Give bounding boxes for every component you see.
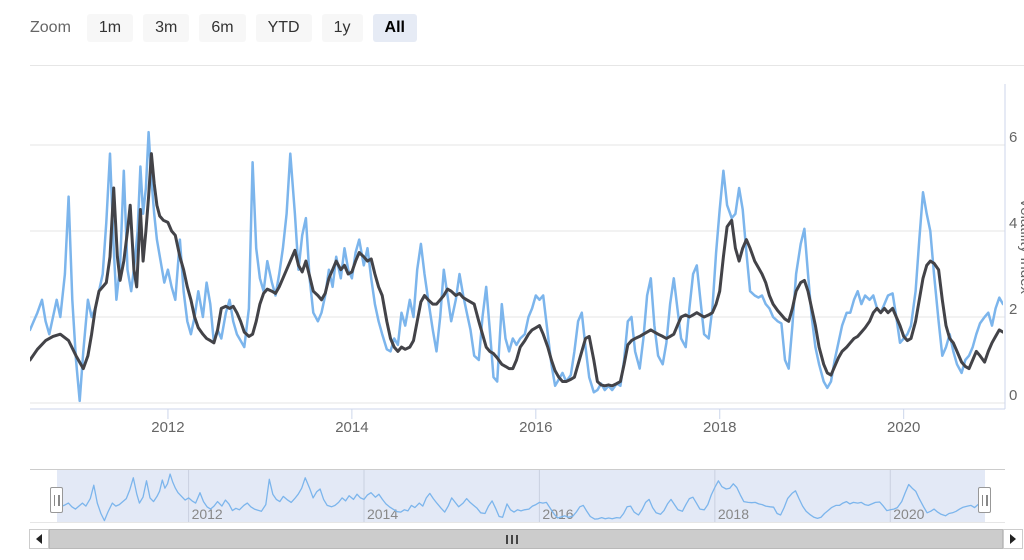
handle-grip-line [53,494,55,506]
range-selector: Zoom 1m 3m 6m YTD 1y All [30,14,427,42]
handle-grip-line [986,494,988,506]
x-axis-label: 2020 [887,419,920,436]
range-button-1y[interactable]: 1y [321,14,363,42]
scrollbar [0,529,1024,549]
x-axis-label: 2012 [151,419,184,436]
scrollbar-grip-icon [506,535,518,544]
range-button-1m[interactable]: 1m [86,14,134,42]
toolbar-divider [30,65,1024,66]
x-axis-label: 2018 [703,419,736,436]
navigator-axis-label: 2020 [893,506,924,522]
series-line-blue[interactable] [30,130,1003,403]
navigator-axis-label: 2016 [542,506,573,522]
series-line-dark[interactable] [30,152,1003,388]
navigator-axis-label: 2018 [718,506,749,522]
navigator-handle-right[interactable] [978,487,991,513]
scrollbar-left-button[interactable] [29,529,49,549]
y-axis-label: 4 [1009,215,1017,232]
zoom-label: Zoom [30,19,71,36]
handle-grip-line [981,494,983,506]
y-axis-label: 6 [1009,129,1017,146]
navigator-axis-label: 2014 [367,506,398,522]
navigator-axis-label: 2012 [192,506,223,522]
arrow-right-icon [1010,534,1016,544]
range-button-all[interactable]: All [372,14,417,42]
scrollbar-thumb[interactable] [49,529,1003,549]
navigator-series-line [56,473,986,522]
x-axis-label: 2016 [519,419,552,436]
y-axis-label: 0 [1009,387,1017,404]
navigator-selected-range[interactable] [57,470,985,522]
range-button-ytd[interactable]: YTD [255,14,312,42]
navigator-handle-left[interactable] [50,487,63,513]
range-button-3m[interactable]: 3m [143,14,190,42]
y-axis-title: Volatility Index [1017,198,1024,294]
x-axis-label: 2014 [335,419,368,436]
y-axis-label: 2 [1009,301,1017,318]
arrow-left-icon [36,534,42,544]
range-button-6m[interactable]: 6m [199,14,246,42]
scrollbar-right-button[interactable] [1003,529,1023,549]
handle-grip-line [58,494,60,506]
